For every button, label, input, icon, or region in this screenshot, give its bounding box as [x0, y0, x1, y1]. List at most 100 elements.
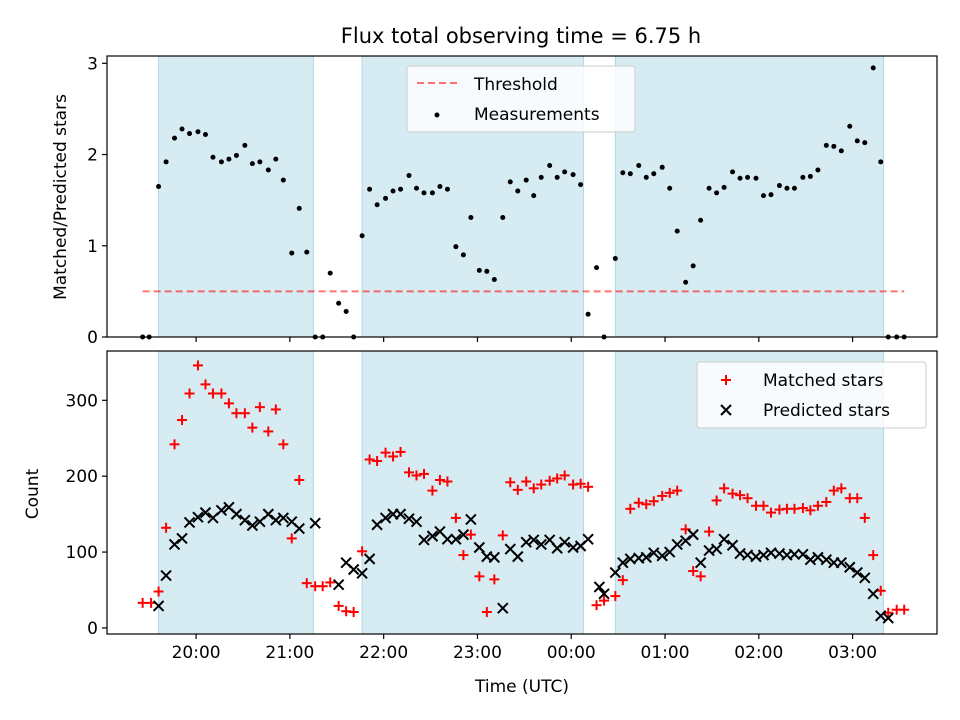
predicted-stars-point: [441, 533, 454, 545]
predicted-stars-point: [465, 513, 477, 526]
measurement-point: [753, 175, 759, 181]
matched-stars-point: [153, 586, 164, 597]
matched-stars-point: [575, 478, 586, 489]
legend-threshold-label: Threshold: [473, 75, 558, 95]
matched-stars-point: [263, 426, 274, 437]
measurement-point: [854, 138, 860, 144]
measurement-point: [870, 65, 876, 71]
legend-matched-swatch: [721, 375, 731, 385]
matched-stars-point: [294, 474, 305, 485]
predicted-stars-point: [687, 528, 699, 541]
matched-stars-point: [372, 456, 383, 467]
matched-stars-point: [317, 581, 328, 592]
measurement-point: [468, 214, 474, 220]
count-y-axis-label: Count: [23, 468, 43, 519]
matched-stars-point: [672, 485, 683, 496]
predicted-stars-point: [371, 519, 383, 531]
measurement-point: [838, 148, 844, 154]
matched-stars-point: [403, 467, 414, 478]
matched-stars-point: [641, 499, 652, 510]
measurement-point: [585, 311, 591, 317]
ratio-y-axis-label: Matched/Predicted stars: [51, 94, 71, 300]
count-y-tick-label: 200: [66, 467, 98, 487]
predicted-stars-point: [426, 530, 439, 542]
predicted-stars-point: [379, 512, 392, 524]
matched-stars-point: [223, 398, 234, 409]
predicted-stars-point: [457, 528, 470, 541]
predicted-stars-point: [152, 600, 165, 612]
measurement-point: [406, 173, 412, 179]
measurement-point: [847, 123, 853, 129]
predicted-stars-point: [593, 581, 606, 593]
measurement-point: [383, 195, 389, 201]
matched-stars-point: [247, 422, 258, 433]
predicted-stars-point: [473, 541, 486, 554]
predicted-stars-point: [168, 538, 181, 551]
measurement-point: [507, 179, 513, 185]
matched-stars-point: [544, 475, 555, 486]
measurement-point: [791, 185, 797, 191]
ratio-y-tick-label: 3: [87, 54, 98, 74]
predicted-stars-point: [520, 536, 532, 548]
matched-stars-point: [325, 577, 336, 588]
matched-stars-point: [528, 483, 539, 494]
predicted-stars-point: [797, 548, 809, 561]
matched-stars-point: [388, 451, 399, 462]
matched-stars-point: [450, 512, 461, 523]
matched-stars-point: [610, 591, 621, 602]
legend-measurements-swatch: [434, 112, 440, 118]
x-tick-label: 22:00: [359, 643, 408, 663]
measurement-point: [667, 185, 673, 191]
measurement-point: [659, 164, 665, 170]
measurement-point: [620, 170, 626, 176]
measurement-point: [280, 177, 286, 183]
predicted-stars-point: [694, 556, 707, 569]
predicted-stars-point: [215, 504, 228, 517]
measurement-point: [187, 131, 193, 137]
measurement-point: [343, 308, 349, 314]
measurement-point: [265, 167, 271, 173]
measurement-point: [554, 174, 560, 180]
measurement-point: [612, 256, 618, 262]
matched-stars-point: [442, 476, 453, 487]
predicted-stars-point: [277, 512, 290, 524]
measurement-point: [444, 186, 450, 192]
matched-stars-point: [348, 606, 359, 617]
matched-stars-point: [184, 388, 195, 399]
measurement-point: [327, 270, 333, 276]
matched-stars-point: [286, 533, 297, 544]
matched-stars-point: [169, 439, 180, 450]
matched-stars-point: [254, 402, 265, 413]
measurement-point: [683, 279, 689, 285]
matched-stars-point: [357, 546, 368, 557]
measurement-point: [721, 184, 727, 190]
matched-stars-point: [278, 439, 289, 450]
matched-stars-point: [591, 600, 602, 611]
matched-stars-point: [216, 388, 227, 399]
measurement-point: [878, 159, 884, 165]
matched-stars-point: [207, 388, 218, 399]
ratio-axes-frame: [106, 55, 938, 338]
predicted-stars-point: [875, 610, 887, 622]
matched-stars-point: [836, 483, 847, 494]
measurement-point: [484, 268, 490, 274]
measurement-point: [233, 152, 239, 158]
matched-stars-point: [704, 526, 715, 537]
predicted-stars-point: [656, 550, 668, 562]
legend-measurements-label: Measurements: [474, 105, 600, 125]
matched-stars-point: [828, 485, 839, 496]
count-y-tick-label: 100: [66, 543, 98, 563]
predicted-stars-point: [230, 508, 243, 520]
measurement-point: [800, 174, 806, 180]
predicted-stars-point: [239, 514, 251, 526]
measurement-point: [273, 156, 279, 162]
measurement-point: [698, 217, 704, 223]
predicted-stars-point: [332, 578, 345, 591]
ratio-observing-band-1: [158, 56, 314, 337]
matched-stars-point: [559, 470, 570, 481]
predicted-stars-point: [512, 550, 524, 563]
matched-stars-point: [695, 571, 706, 582]
ratio-observing-band-3: [615, 56, 884, 337]
ratio-y-tick-label: 0: [87, 328, 98, 348]
matched-stars-point: [411, 470, 422, 481]
